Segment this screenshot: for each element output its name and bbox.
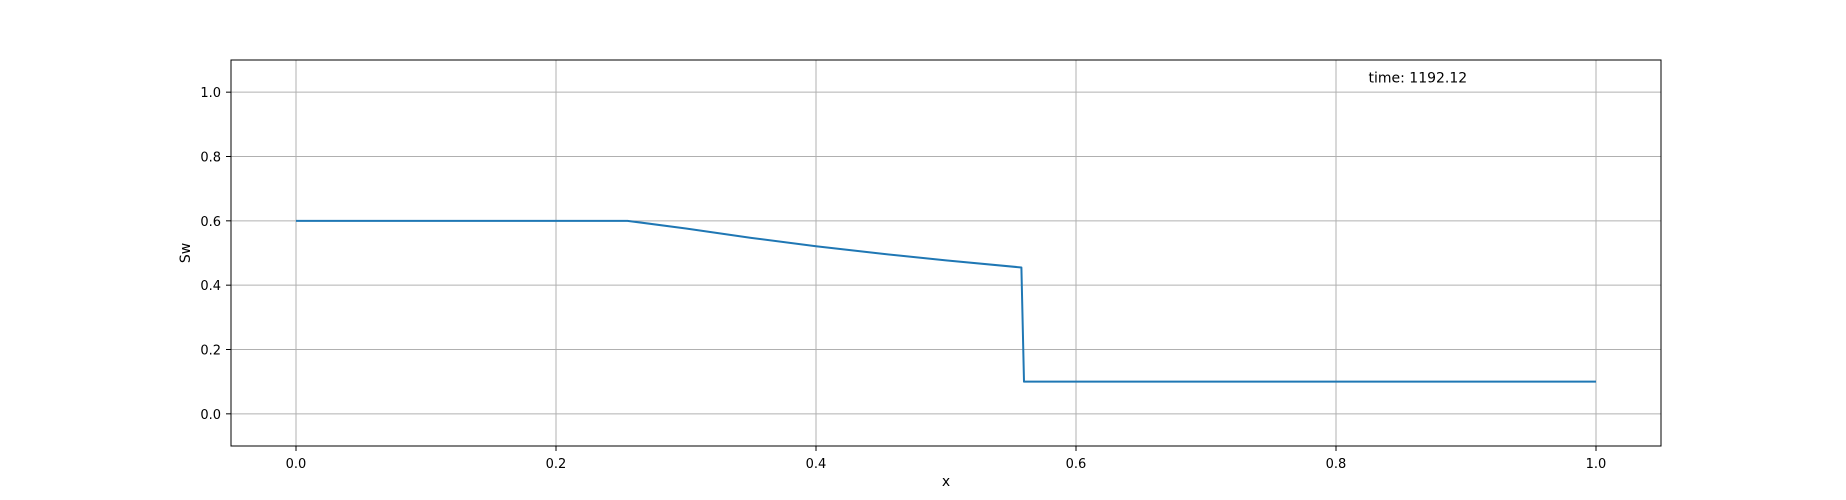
y-tick-label-0: 0.0 <box>200 408 221 423</box>
y-axis-label: Sw <box>178 243 194 263</box>
x-tick-label-5: 1.0 <box>1586 457 1607 472</box>
y-tick-label-4: 0.8 <box>200 151 221 166</box>
y-tick-label-5: 1.0 <box>200 86 221 101</box>
y-tick-label-2: 0.4 <box>200 279 221 294</box>
x-tick-label-2: 0.4 <box>806 457 827 472</box>
x-tick-label-0: 0.0 <box>286 457 307 472</box>
tick-layer: 0.0 0.2 0.4 0.6 0.8 1.0 0.0 0.2 0.4 0.6 0.8 1.0 <box>200 86 1606 472</box>
y-tick-label-3: 0.6 <box>200 215 221 230</box>
x-axis-label: x <box>942 474 950 490</box>
time-annotation: time: 1192.12 <box>1369 71 1468 87</box>
series-line-0 <box>296 219 1596 383</box>
x-tick-label-1: 0.2 <box>546 457 567 472</box>
y-tick-label-1: 0.2 <box>200 344 221 359</box>
series-layer <box>296 219 1596 383</box>
x-tick-label-3: 0.6 <box>1066 457 1087 472</box>
x-tick-label-4: 0.8 <box>1326 457 1347 472</box>
plot-frame <box>230 59 1662 447</box>
grid-layer <box>231 60 1661 446</box>
plot-background <box>231 60 1661 446</box>
